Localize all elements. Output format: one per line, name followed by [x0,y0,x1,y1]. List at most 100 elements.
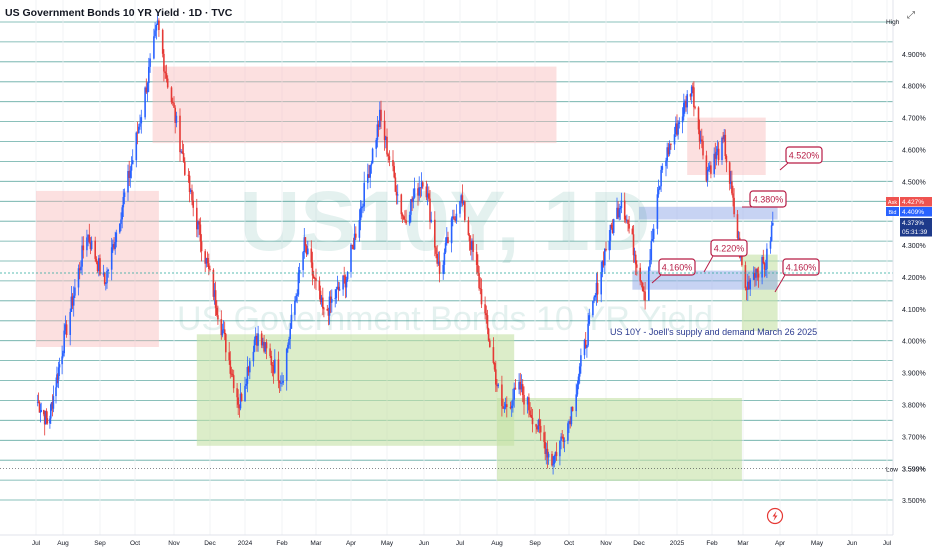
x-tick-label: Jul [32,540,41,547]
candle-body [644,291,646,301]
candle-body [40,410,42,412]
candle-body [98,258,100,271]
candle-body [633,254,636,256]
x-tick-label: Dec [204,540,216,547]
level-text: 4.220% [714,244,745,254]
level-label[interactable]: 4.520% [779,146,823,171]
x-tick-label: Jun [419,540,430,547]
candle-body [237,397,239,405]
candle-body [485,313,488,316]
candle-body [714,153,717,159]
candle-body [733,197,735,215]
candle-body [122,197,125,208]
candle-body [670,144,672,145]
badge-value: 4.373% [902,220,924,227]
candle-body [328,296,331,316]
level-arrow [703,255,714,273]
y-tick-label: 4.600% [902,148,926,155]
candle-body [270,356,273,366]
candle-body [269,348,271,356]
y-tick-label: 4.500% [902,179,926,186]
candle-body [37,401,40,403]
candle-body [592,301,594,316]
candle-body [39,412,42,413]
candle-body [513,387,515,400]
candle-body [761,257,763,278]
candle-body [223,329,226,335]
candle-body [561,436,563,438]
candle-body [200,241,203,252]
candle-body [467,220,470,236]
candle-body [716,148,719,152]
candle-body [380,109,382,121]
level-label[interactable]: 4.380% [742,190,787,208]
candle-body [577,376,580,385]
candle-body [666,147,668,161]
candle-body [639,267,641,282]
candle-body [120,219,122,224]
candle-body [343,275,345,277]
candle-body [74,287,76,296]
candle-body [346,271,349,280]
candle-body [651,239,654,242]
lightning-icon[interactable] [766,507,784,525]
candle-body [459,201,461,214]
candle-body [617,207,619,218]
candle-body [601,260,604,272]
badge-bg [900,227,932,237]
candle-body [239,393,242,409]
zone-demand [196,334,515,446]
candle-body [256,335,258,346]
candle-body [640,281,643,283]
candle-body [46,418,49,424]
candle-body [667,147,670,155]
candle-body [38,402,41,413]
x-tick-label: 2024 [238,540,253,547]
candle-body [320,297,323,302]
candle-body [413,188,416,198]
candle-body [551,453,553,466]
level-text: 4.520% [789,151,820,161]
candle-body [728,162,731,184]
candle-body [710,165,712,174]
candle-body [192,200,194,208]
candle-body [468,235,471,242]
candle-body [363,182,365,207]
candle-body [425,186,428,198]
level-label[interactable]: 4.220% [703,239,748,273]
zone-supply [152,66,557,144]
x-tick-label: Oct [130,540,140,547]
candle-body [371,148,374,164]
level-label[interactable]: 4.160% [774,258,820,293]
candle-body [43,414,46,425]
candle-body [478,273,480,289]
candle-body [369,165,371,178]
candle-body [486,315,489,329]
chart-title: US Government Bonds 10 YR Yield · 1D · T… [5,7,233,19]
candle-body [63,330,65,354]
candle-body [587,323,589,346]
candle-body [95,258,98,263]
candle-body [44,410,47,425]
candle-body [155,25,158,31]
candle-body [70,296,73,312]
expand-icon[interactable]: ⤢ [905,8,917,21]
candle-body [197,221,199,230]
candle-body [170,87,173,103]
zone-demand [741,254,778,332]
candle-body [282,380,284,383]
badge-label: Ask [888,200,897,206]
x-tick-label: Feb [276,540,288,547]
candle-body [747,281,749,290]
candle-body [471,240,473,250]
candle-body [139,123,141,127]
x-tick-label: Feb [706,540,718,547]
candle-body [528,397,530,411]
candle-body [609,224,612,241]
candle-body [595,282,598,296]
candle-body [370,163,373,166]
candle-body [395,191,398,196]
candle-body [99,258,101,275]
level-label[interactable]: 4.160% [651,258,696,284]
